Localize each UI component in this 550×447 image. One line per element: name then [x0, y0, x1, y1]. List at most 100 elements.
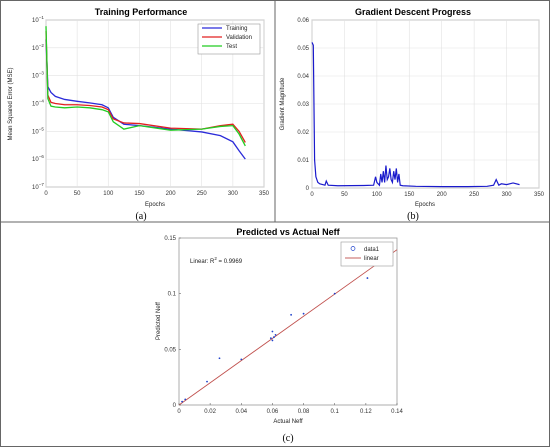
chart-a-ytick-exp-1: −6	[39, 154, 45, 159]
chart-c-annotation-sup: 2	[214, 256, 217, 261]
chart-b-ytick-5: 0.05	[297, 46, 309, 52]
chart-a-title: Training Performance	[95, 7, 188, 17]
chart-c-point-0	[181, 400, 184, 403]
chart-a-xlabel: Epochs	[145, 202, 165, 208]
chart-a-xtick-5: 250	[197, 191, 208, 197]
chart-a-ytick-6: 10−1	[32, 15, 44, 24]
chart-c-xtick-4: 0.08	[298, 409, 310, 415]
chart-c-xtick-0: 0	[177, 409, 181, 415]
chart-c-point-2	[206, 380, 208, 383]
chart-b-xtick-0: 0	[310, 192, 314, 198]
chart-c-point-10	[290, 313, 293, 316]
chart-c-point-3	[218, 357, 221, 360]
chart-c-xtick-7: 0.14	[391, 409, 403, 415]
chart-a-legend: Training Validation Test	[197, 23, 261, 55]
chart-c-xtick-3: 0.06	[267, 409, 279, 415]
chart-a-xtick-3: 150	[134, 191, 145, 197]
chart-c-point-9	[274, 333, 277, 336]
chart-a-ytick-exp-3: −4	[39, 99, 45, 104]
chart-a-series-1	[45, 31, 246, 143]
chart-a-ytick-base-4: 10	[32, 74, 39, 80]
chart-a-ytick-3: 10−4	[32, 99, 44, 108]
chart-a-xtick-1: 50	[74, 191, 81, 197]
chart-b-series-0	[311, 42, 520, 188]
chart-b-xtick-5: 250	[469, 192, 480, 198]
chart-a-xtick-0: 0	[44, 191, 48, 197]
chart-c-legend: data1 linear	[340, 241, 394, 267]
caption-a: (a)	[135, 211, 146, 222]
chart-b-xlabel: Epochs	[415, 202, 435, 208]
chart-a-series-0	[45, 39, 246, 160]
chart-c-xtick-5: 0.1	[331, 409, 340, 415]
chart-b-ytick-0: 0	[306, 186, 310, 192]
chart-c-annotation-suffix: = 0.9969	[217, 259, 243, 265]
chart-c-legend-label-0: data1	[364, 247, 380, 253]
chart-a-ytick-base-5: 10	[32, 46, 39, 52]
chart-a-legend-label-2: Test	[226, 44, 237, 50]
chart-a-ytick-base-6: 10	[32, 18, 39, 24]
chart-a-legend-label-0: Training	[226, 26, 247, 32]
chart-c-xtick-6: 0.12	[360, 409, 372, 415]
chart-a-ytick-exp-5: −2	[39, 43, 45, 48]
chart-c-annotation-prefix: Linear: R	[190, 259, 215, 265]
chart-b-ytick-2: 0.02	[297, 130, 309, 136]
chart-a-ytick-5: 10−2	[32, 43, 44, 52]
chart-b-xtick-1: 50	[341, 192, 348, 198]
chart-c-point-11	[302, 312, 305, 315]
chart-b-title: Gradient Descent Progress	[355, 7, 471, 17]
chart-a-ylabel: Mean Squared Error (MSE)	[8, 67, 14, 140]
chart-c-point-4	[240, 358, 243, 361]
chart-a-ytick-1: 10−6	[32, 154, 44, 163]
chart-a-series-2	[45, 26, 246, 147]
chart-a-ytick-exp-6: −1	[39, 15, 45, 20]
chart-c-legend-box	[340, 241, 394, 267]
caption-c: (c)	[282, 433, 293, 444]
chart-a-ytick-0: 10−7	[32, 182, 44, 191]
chart-c-legend-swatch-0	[350, 246, 356, 251]
chart-b-ytick-3: 0.03	[297, 102, 309, 108]
chart-a-ytick-base-3: 10	[32, 102, 39, 108]
chart-a-ytick-4: 10−3	[32, 71, 44, 80]
chart-b-ylabel: Gradient Magnitude	[280, 77, 286, 130]
chart-b-ytick-1: 0.01	[297, 158, 309, 164]
panel-c: Predicted vs Actual Neff 0 0.02 0.04 0.06 0.…	[156, 227, 403, 444]
chart-a-ytick-base-2: 10	[32, 129, 39, 135]
chart-c-ytick-0: 0	[173, 403, 177, 409]
chart-a-ytick-exp-2: −5	[39, 126, 45, 131]
chart-c-ylabel: Predicted Neff	[156, 302, 162, 340]
chart-c-annotation: Linear: R2 = 0.9969	[190, 256, 243, 265]
chart-b-ytick-6: 0.06	[297, 18, 309, 24]
chart-b-ytick-4: 0.04	[297, 74, 309, 80]
chart-a-legend-box	[197, 23, 261, 55]
chart-c-point-5	[269, 337, 272, 340]
chart-c-point-13	[366, 277, 369, 279]
chart-c-xtick-1: 0.02	[204, 409, 216, 415]
chart-c-xlabel: Actual Neff	[273, 419, 303, 425]
chart-c-point-12	[333, 292, 336, 295]
chart-a-ytick-exp-0: −7	[39, 182, 45, 187]
chart-c-ytick-1: 0.05	[164, 347, 176, 353]
panel-a: Training Performance 0 50 100 150 200 250 300 3…	[8, 7, 270, 222]
chart-a-ytick-base-0: 10	[32, 185, 39, 191]
chart-a-xtick-7: 350	[259, 191, 270, 197]
chart-c-point-1	[184, 398, 187, 401]
chart-a-legend-label-1: Validation	[226, 35, 252, 41]
chart-b-xtick-4: 200	[437, 192, 448, 198]
chart-b-xtick-7: 350	[534, 192, 545, 198]
chart-c-ytick-2: 0.1	[168, 292, 177, 298]
chart-c-point-8	[271, 330, 274, 333]
chart-b-xtick-2: 100	[372, 192, 383, 198]
chart-c-legend-label-1: linear	[364, 256, 379, 262]
chart-a-ytick-2: 10−5	[32, 126, 44, 135]
caption-b: (b)	[407, 211, 419, 222]
chart-c-title: Predicted vs Actual Neff	[236, 227, 340, 237]
chart-c-point-6	[271, 339, 274, 342]
chart-c-ytick-3: 0.15	[164, 236, 176, 242]
chart-a-xtick-4: 200	[166, 191, 177, 197]
chart-a-ytick-exp-4: −3	[39, 71, 45, 76]
panel-b: Gradient Descent Progress 0 50 100 150 200 25…	[280, 7, 545, 222]
chart-a-ytick-base-1: 10	[32, 157, 39, 163]
chart-c-point-7	[273, 336, 275, 338]
chart-c-xtick-2: 0.04	[235, 409, 247, 415]
